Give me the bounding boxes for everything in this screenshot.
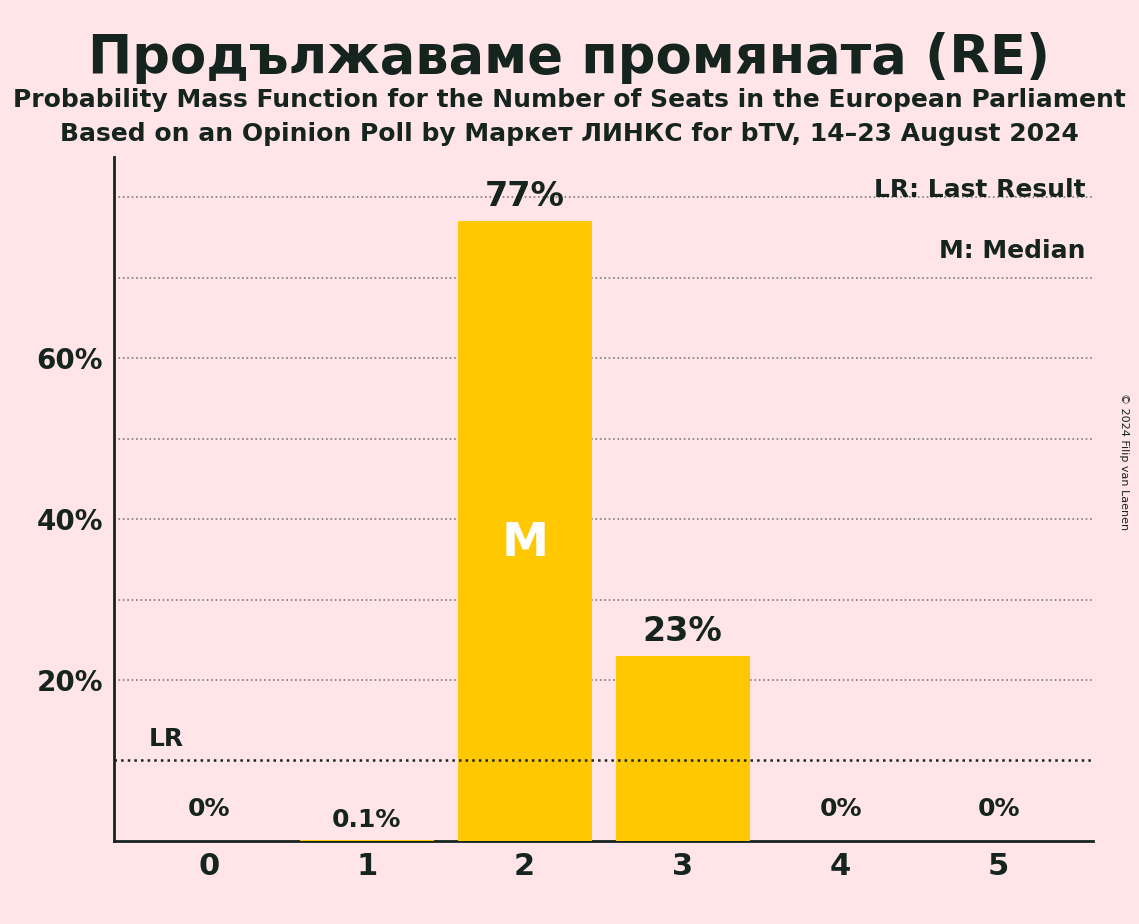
Text: © 2024 Filip van Laenen: © 2024 Filip van Laenen	[1120, 394, 1129, 530]
Text: 0%: 0%	[977, 796, 1019, 821]
Text: Продължаваме промяната (RE): Продължаваме промяната (RE)	[89, 32, 1050, 84]
Text: 0.1%: 0.1%	[331, 808, 401, 832]
Text: LR: Last Result: LR: Last Result	[874, 177, 1085, 201]
Text: 23%: 23%	[642, 614, 722, 648]
Text: 0%: 0%	[188, 796, 230, 821]
Text: 0%: 0%	[819, 796, 862, 821]
Text: M: M	[501, 521, 548, 565]
Bar	[615, 656, 749, 841]
Text: LR: LR	[149, 727, 183, 750]
Bar	[458, 222, 592, 841]
Text: Probability Mass Function for the Number of Seats in the European Parliament: Probability Mass Function for the Number…	[13, 88, 1126, 112]
Text: Based on an Opinion Poll by Маркет ЛИНКС for bTV, 14–23 August 2024: Based on an Opinion Poll by Маркет ЛИНКС…	[60, 122, 1079, 146]
Text: 77%: 77%	[485, 180, 565, 213]
Text: M: Median: M: Median	[939, 239, 1085, 263]
